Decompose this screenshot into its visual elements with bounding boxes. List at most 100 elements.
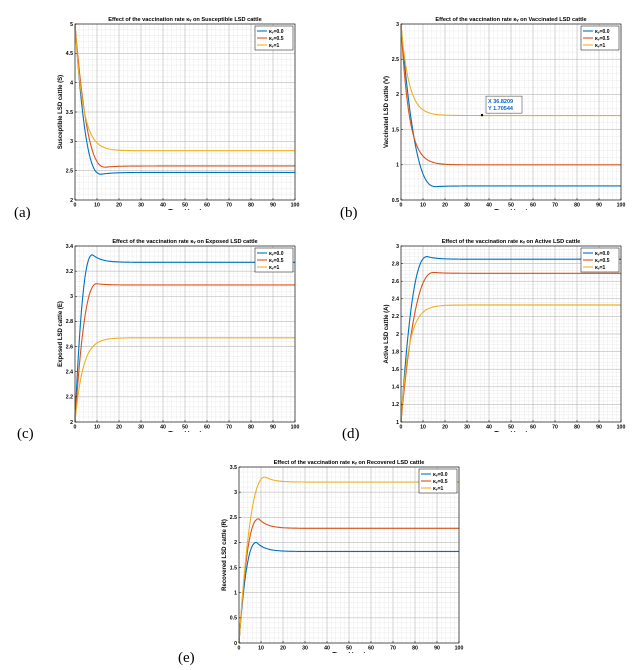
x-tick-label: 80 <box>248 425 254 431</box>
y-tick-label: 2.8 <box>66 319 73 325</box>
figure-label-a: (a) <box>14 205 31 221</box>
series-line-0 <box>74 23 295 175</box>
y-tick-label: 2.5 <box>392 57 399 63</box>
x-tick-label: 10 <box>420 425 426 431</box>
x-tick-label: 60 <box>530 203 536 209</box>
x-tick-label: 100 <box>455 646 464 652</box>
series-line-2 <box>400 23 621 117</box>
y-tick-label: 5 <box>70 22 73 28</box>
legend-label-2: κᵥ=1 <box>595 265 606 271</box>
chart-panel-b: 0 10 20 30 40 50 60 70 80 90 100 0.5 1 1.5 2 2.5 3 Effect… <box>376 14 630 210</box>
legend-label-0: κᵥ=0.0 <box>269 29 284 35</box>
x-tick-label: 70 <box>552 203 558 209</box>
y-tick-label: 1.6 <box>392 367 399 373</box>
x-tick-label: 40 <box>486 425 492 431</box>
x-tick-label: 10 <box>258 646 264 652</box>
x-axis-label: Time (days) <box>332 653 365 654</box>
x-tick-label: 50 <box>182 203 188 209</box>
y-tick-label: 4 <box>70 80 73 86</box>
series-line-0 <box>400 23 621 188</box>
y-tick-label: 2.4 <box>66 370 73 376</box>
datatip-y-label: Y 1.70544 <box>488 106 514 112</box>
y-tick-label: 1.4 <box>392 385 399 391</box>
x-tick-label: 0 <box>74 203 77 209</box>
y-tick-label: 0.5 <box>392 198 399 204</box>
legend-label-1: κᵥ=0.5 <box>433 479 448 485</box>
x-tick-label: 60 <box>204 203 210 209</box>
x-tick-label: 60 <box>204 425 210 431</box>
x-tick-label: 20 <box>280 646 286 652</box>
y-tick-label: 3.5 <box>66 110 73 116</box>
y-tick-label: 1 <box>396 163 399 169</box>
x-tick-label: 60 <box>368 646 374 652</box>
x-tick-label: 20 <box>116 425 122 431</box>
series-line-2 <box>74 23 295 152</box>
chart-svg: 0 10 20 30 40 50 60 70 80 90 100 1 1.2 1.4 1.6 1.8 2 2.2 2… <box>384 239 626 432</box>
x-tick-label: 0 <box>400 425 403 431</box>
y-tick-label: 2.6 <box>66 344 73 350</box>
x-tick-label: 70 <box>226 203 232 209</box>
x-tick-label: 90 <box>434 646 440 652</box>
y-tick-label: 2.5 <box>230 515 237 521</box>
x-tick-label: 80 <box>574 425 580 431</box>
y-tick-label: 2 <box>396 92 399 98</box>
y-tick-label: 3.4 <box>66 244 73 250</box>
chart-title: Effect of the vaccination rate κᵥ on Rec… <box>274 460 425 466</box>
x-tick-label: 50 <box>346 646 352 652</box>
x-tick-label: 50 <box>182 425 188 431</box>
y-tick-label: 3 <box>396 22 399 28</box>
series-line-2 <box>74 337 295 423</box>
x-tick-label: 30 <box>138 203 144 209</box>
y-tick-label: 0.5 <box>230 616 237 622</box>
series-line-1 <box>74 283 295 423</box>
y-axis-label: Vaccinated LSD cattle (V) <box>384 76 390 148</box>
legend-label-0: κᵥ=0.0 <box>433 472 448 478</box>
y-tick-label: 1.5 <box>392 127 399 133</box>
x-tick-label: 50 <box>508 425 514 431</box>
y-tick-label: 2 <box>234 540 237 546</box>
x-tick-label: 80 <box>248 203 254 209</box>
x-tick-label: 10 <box>94 203 100 209</box>
datatip-box <box>485 95 523 114</box>
series-line-1 <box>400 271 621 423</box>
y-tick-label: 1.2 <box>392 402 399 408</box>
y-tick-label: 1.8 <box>392 349 399 355</box>
x-tick-label: 90 <box>596 425 602 431</box>
legend-label-0: κᵥ=0.0 <box>595 29 610 35</box>
datatip-x-label: X 36.8209 <box>488 99 513 105</box>
y-tick-label: 2.2 <box>392 314 399 320</box>
series-line-0 <box>238 541 459 644</box>
x-tick-label: 30 <box>138 425 144 431</box>
legend-label-0: κᵥ=0.0 <box>269 251 284 257</box>
y-axis-label: Susceptible LSD cattle (S) <box>58 75 64 149</box>
datatip-marker <box>480 113 484 117</box>
x-tick-label: 90 <box>270 425 276 431</box>
x-tick-label: 20 <box>442 425 448 431</box>
y-tick-label: 2 <box>396 332 399 338</box>
y-tick-label: 3.5 <box>230 465 237 471</box>
x-tick-label: 0 <box>238 646 241 652</box>
x-tick-label: 60 <box>530 425 536 431</box>
x-tick-label: 70 <box>390 646 396 652</box>
x-tick-label: 30 <box>464 203 470 209</box>
chart-panel-a: 0 10 20 30 40 50 60 70 80 90 100 2 2.5 3 3.5 4 4.5 5 Effec… <box>50 14 304 210</box>
chart-panel-e: 0 10 20 30 40 50 60 70 80 90 100 0 0.5 1 1.5 2 2.5 3 3.5 Ef… <box>214 457 468 653</box>
y-tick-label: 2 <box>70 420 73 426</box>
y-tick-label: 2.4 <box>392 297 399 303</box>
x-axis-label: Time (days) <box>494 210 527 211</box>
x-tick-label: 0 <box>74 425 77 431</box>
chart-title: Effect of the vaccination rate κᵥ on Vac… <box>435 17 586 23</box>
x-tick-label: 90 <box>270 203 276 209</box>
y-tick-label: 1 <box>396 420 399 426</box>
x-tick-label: 100 <box>617 425 626 431</box>
y-tick-label: 3 <box>234 490 237 496</box>
series-line-1 <box>238 518 459 644</box>
chart-panel-c: 0 10 20 30 40 50 60 70 80 90 100 2 2.2 2.4 2.6 2.8 3 3.2 3… <box>50 236 304 432</box>
x-tick-label: 80 <box>574 203 580 209</box>
x-tick-label: 20 <box>442 203 448 209</box>
legend-label-2: κᵥ=1 <box>269 43 280 49</box>
minor-grid <box>74 245 296 423</box>
x-tick-label: 50 <box>508 203 514 209</box>
x-tick-label: 0 <box>400 203 403 209</box>
chart-title: Effect of the vaccination rate κᵥ on Exp… <box>112 239 257 245</box>
